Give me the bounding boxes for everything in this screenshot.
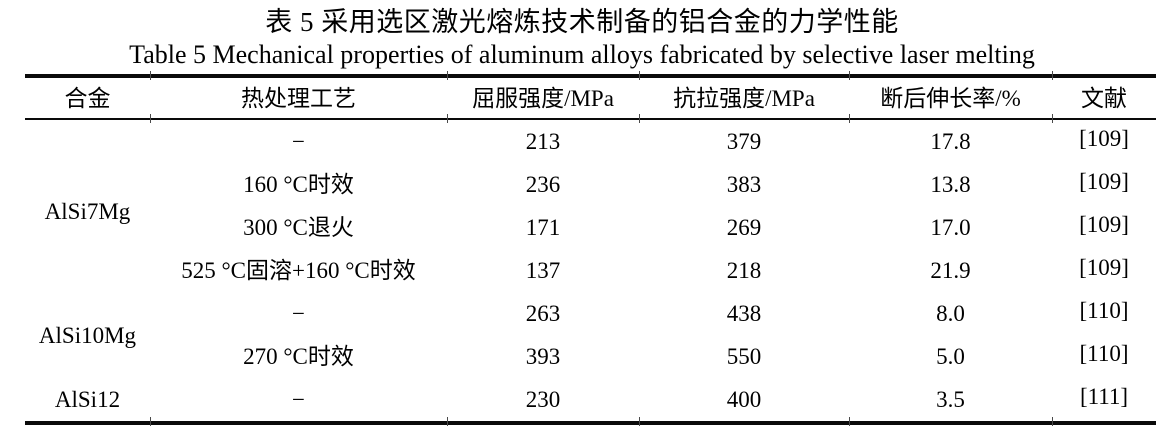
treatment-cell: − <box>291 129 305 154</box>
rule-tick <box>1052 417 1053 426</box>
alloy-cell: AlSi10Mg <box>25 292 150 378</box>
elongation-cell: 21.9 <box>930 258 971 283</box>
yield-strength-cell: 393 <box>525 344 561 369</box>
reference-cell: [109] <box>1052 249 1156 292</box>
reference-label: [109] <box>1079 169 1129 194</box>
tensile-strength-cell: 550 <box>726 344 762 369</box>
col-header-tensile-strength: 抗拉强度/MPa <box>639 76 850 120</box>
reference-label: [111] <box>1079 384 1129 409</box>
alloy-cell: AlSi12 <box>54 387 121 412</box>
col-header-heat-treatment: 热处理工艺 <box>149 76 447 120</box>
treatment-cell: 270 °C时效 <box>243 344 354 369</box>
reference-cell: [110] <box>1052 292 1156 335</box>
col-header-alloy: 合金 <box>25 76 150 120</box>
table-title-chinese: 表 5 采用选区激光熔炼技术制备的铝合金的力学性能 <box>265 7 899 37</box>
tensile-strength-cell: 438 <box>726 301 762 326</box>
reference-cell: [109] <box>1052 163 1156 206</box>
rule-tick <box>447 71 448 80</box>
treatment-cell: − <box>291 301 305 326</box>
table-row: AlSi12 − 230 400 3.5 [111] <box>25 378 1156 423</box>
table-row: AlSi7Mg − 213 379 17.8 [109] <box>25 119 1156 224</box>
alloy-label: AlSi7Mg <box>44 198 131 224</box>
rule-tick <box>1052 114 1053 123</box>
col-header-yield-strength: 屈服强度/MPa <box>446 76 639 120</box>
elongation-cell: 13.8 <box>930 172 971 197</box>
table-title-english: Table 5 Mechanical properties of aluminu… <box>129 40 1035 69</box>
elongation-cell: 17.0 <box>930 215 971 240</box>
table-row: 160 °C时效 236 383 13.8 [109] <box>25 163 1156 206</box>
rule-tick <box>849 417 850 426</box>
table-row: 525 °C固溶+160 °C时效 137 218 21.9 [109] <box>25 249 1156 292</box>
treatment-cell: 525 °C固溶+160 °C时效 <box>181 258 416 283</box>
table-row: AlSi10Mg − 263 438 8.0 [110] <box>25 292 1156 348</box>
rule-tick <box>150 114 151 123</box>
reference-cell: [109] <box>1052 119 1156 163</box>
col-header-reference: 文献 <box>1052 76 1156 120</box>
reference-cell: [111] <box>1052 378 1156 423</box>
reference-label: [110] <box>1079 298 1129 323</box>
reference-label: [109] <box>1079 255 1129 280</box>
rule-tick <box>447 114 448 123</box>
rule-tick <box>447 417 448 426</box>
alloy-cell: AlSi7Mg <box>25 119 150 292</box>
header-row: 合金 热处理工艺 屈服强度/MPa 抗拉强度/MPa 断后伸长率/% 文献 <box>25 76 1156 120</box>
alloy-label: AlSi10Mg <box>38 322 137 348</box>
reference-label: [109] <box>1079 126 1129 151</box>
rule-tick <box>639 114 640 123</box>
col-header-elongation: 断后伸长率/% <box>849 76 1053 120</box>
elongation-cell: 5.0 <box>936 344 965 369</box>
yield-strength-cell: 137 <box>525 258 561 283</box>
tensile-strength-cell: 400 <box>726 387 762 412</box>
table-row: 300 °C退火 171 269 17.0 [109] <box>25 206 1156 249</box>
rule-tick <box>150 71 151 80</box>
table-container: 合金 热处理工艺 屈服强度/MPa 抗拉强度/MPa 断后伸长率/% 文献 Al… <box>25 71 1156 426</box>
yield-strength-cell: 171 <box>525 215 561 240</box>
elongation-cell: 3.5 <box>936 387 965 412</box>
treatment-cell: 160 °C时效 <box>243 172 354 197</box>
yield-strength-cell: 236 <box>525 172 561 197</box>
reference-label: [109] <box>1079 212 1129 237</box>
rule-tick <box>1052 71 1053 80</box>
rule-tick <box>639 417 640 426</box>
tensile-strength-cell: 383 <box>726 172 762 197</box>
reference-cell: [109] <box>1052 206 1156 249</box>
yield-strength-cell: 213 <box>525 129 561 154</box>
tensile-strength-cell: 218 <box>726 258 762 283</box>
mechanical-properties-table: 合金 热处理工艺 屈服强度/MPa 抗拉强度/MPa 断后伸长率/% 文献 Al… <box>25 74 1156 425</box>
table-row: 270 °C时效 393 550 5.0 [110] <box>25 335 1156 378</box>
rule-tick <box>150 417 151 426</box>
treatment-cell: 300 °C退火 <box>243 215 354 240</box>
tensile-strength-cell: 269 <box>726 215 762 240</box>
rule-tick <box>639 71 640 80</box>
rule-tick <box>849 114 850 123</box>
reference-label: [110] <box>1079 341 1129 366</box>
rule-tick <box>849 71 850 80</box>
elongation-cell: 8.0 <box>936 301 965 326</box>
yield-strength-cell: 230 <box>525 387 561 412</box>
elongation-cell: 17.8 <box>930 129 971 154</box>
tensile-strength-cell: 379 <box>726 129 762 154</box>
reference-cell: [110] <box>1052 335 1156 378</box>
yield-strength-cell: 263 <box>525 301 561 326</box>
treatment-cell: − <box>291 387 305 412</box>
